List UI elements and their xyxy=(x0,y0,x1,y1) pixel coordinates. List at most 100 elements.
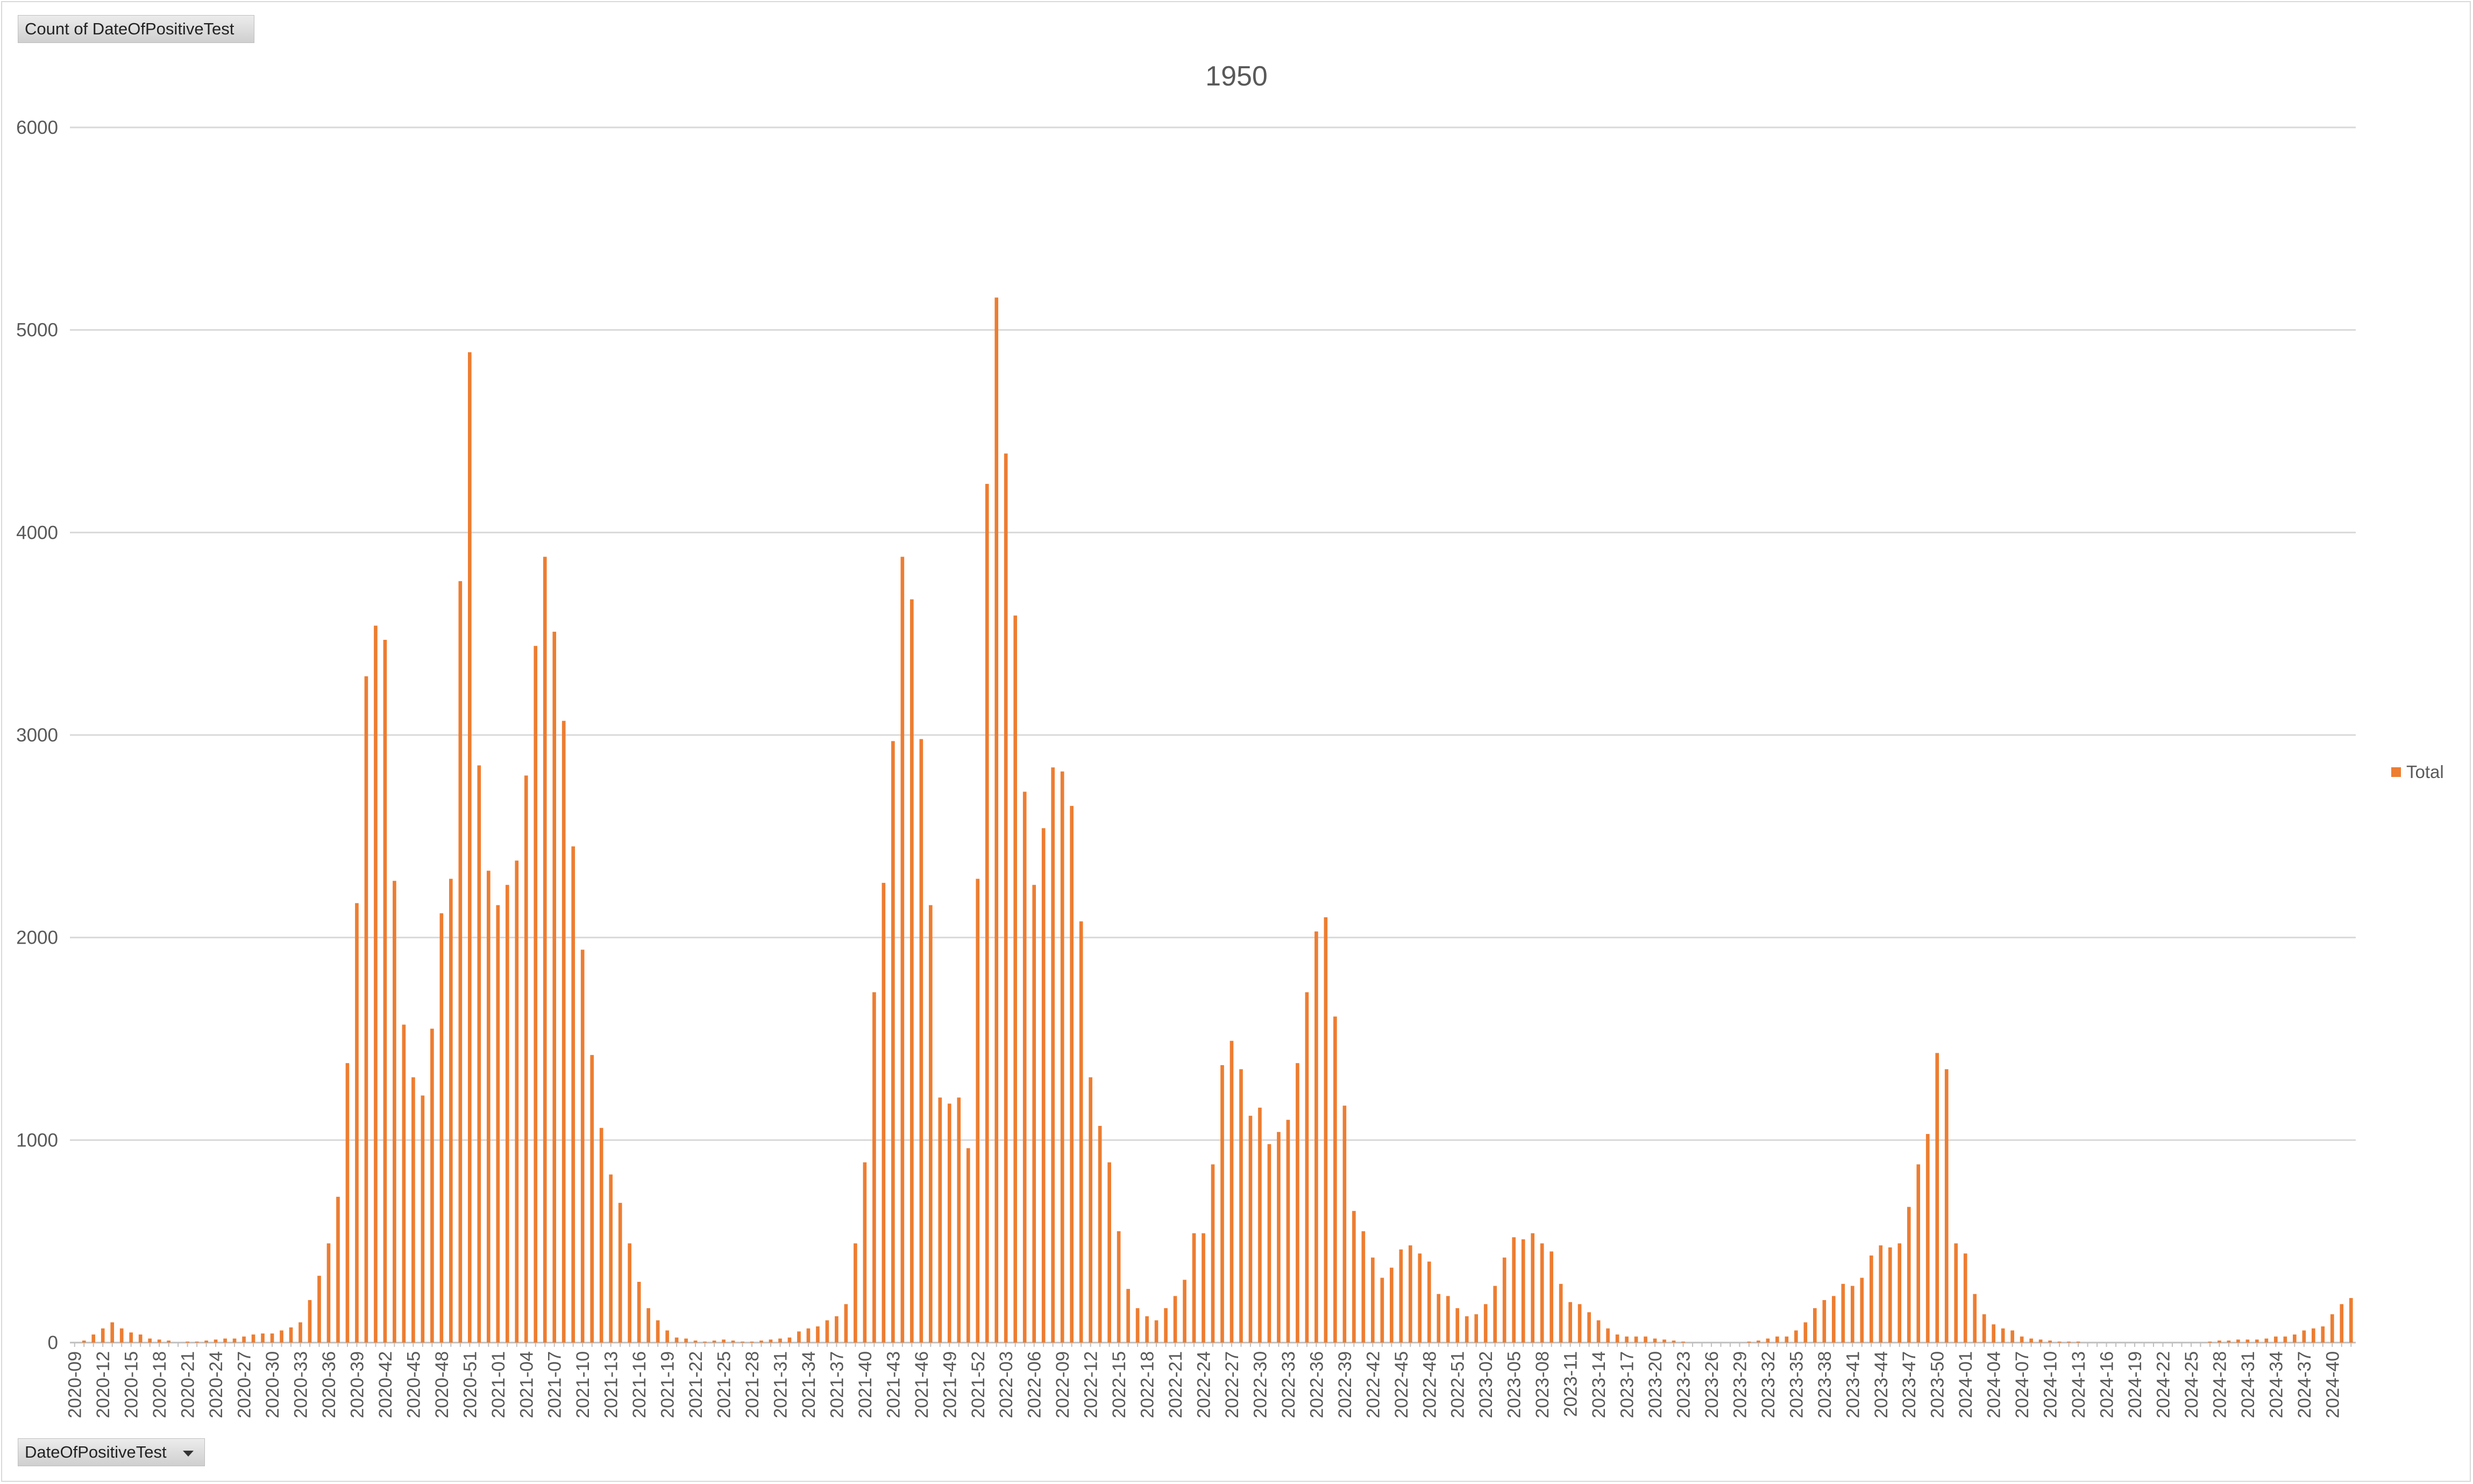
bar xyxy=(439,913,444,1343)
x-tick-label: 2022-15 xyxy=(1109,1351,1129,1418)
bar xyxy=(1766,1338,1770,1343)
bar xyxy=(2057,1342,2062,1343)
bar xyxy=(82,1340,86,1343)
x-tick-label: 2023-29 xyxy=(1730,1351,1750,1418)
bar xyxy=(223,1338,227,1343)
bar xyxy=(1305,992,1309,1343)
bar xyxy=(2302,1330,2306,1343)
bar xyxy=(1361,1231,1366,1343)
x-tick-label: 2024-34 xyxy=(2266,1351,2286,1418)
x-axis-ticks: 2020-09 2020-12 2020-15 2020-18 2020-21 2020-… xyxy=(65,1343,2352,1418)
x-tick-label: 2020-21 xyxy=(178,1351,198,1418)
bar xyxy=(976,879,980,1343)
bar xyxy=(2311,1328,2315,1343)
bar xyxy=(1982,1314,1986,1343)
bar xyxy=(1925,1134,1930,1343)
x-tick-label: 2021-43 xyxy=(883,1351,904,1418)
bar xyxy=(674,1337,679,1343)
x-tick-label: 2024-01 xyxy=(1956,1351,1976,1418)
bar xyxy=(891,741,895,1343)
bar xyxy=(467,352,472,1343)
bar xyxy=(1512,1237,1516,1343)
x-tick-label: 2023-02 xyxy=(1476,1351,1496,1418)
bar xyxy=(1098,1125,1102,1343)
x-tick-label: 2022-18 xyxy=(1138,1351,1158,1418)
x-tick-label: 2023-50 xyxy=(1928,1351,1948,1418)
x-tick-label: 2024-13 xyxy=(2069,1351,2089,1418)
bar xyxy=(1248,1116,1253,1343)
bar xyxy=(1418,1253,1422,1343)
bar xyxy=(1296,1063,1299,1343)
legend-swatch xyxy=(2391,767,2401,777)
x-tick-label: 2022-33 xyxy=(1278,1351,1299,1418)
bar xyxy=(317,1275,321,1343)
bar xyxy=(1540,1243,1544,1343)
bar xyxy=(1653,1338,1657,1343)
bar xyxy=(477,765,481,1343)
bar xyxy=(2340,1304,2344,1343)
bar xyxy=(1230,1040,1234,1343)
value-field-button[interactable]: Count of DateOfPositiveTest xyxy=(18,15,254,43)
bar xyxy=(966,1148,970,1343)
x-tick-label: 2023-08 xyxy=(1532,1351,1553,1418)
x-tick-label: 2022-42 xyxy=(1363,1351,1383,1418)
bar xyxy=(204,1340,208,1343)
x-tick-label: 2022-06 xyxy=(1025,1351,1045,1418)
bar xyxy=(232,1338,237,1343)
bar xyxy=(1879,1245,1883,1343)
bar xyxy=(1568,1302,1572,1343)
bar xyxy=(355,903,359,1343)
bar xyxy=(1022,791,1027,1343)
bar xyxy=(2067,1342,2071,1343)
x-tick-label: 2021-04 xyxy=(516,1351,537,1418)
bar xyxy=(496,905,500,1343)
bar xyxy=(590,1055,594,1343)
bar xyxy=(1662,1339,1666,1343)
bar xyxy=(1992,1324,1995,1343)
bar xyxy=(280,1330,283,1343)
bar xyxy=(1437,1294,1441,1343)
bar xyxy=(1775,1336,1779,1343)
bar xyxy=(308,1300,312,1343)
bar xyxy=(1531,1233,1534,1343)
x-tick-label: 2023-17 xyxy=(1617,1351,1638,1418)
bar xyxy=(1672,1340,1676,1343)
y-axis-ticks: 0 1000 2000 3000 4000 5000 6000 xyxy=(16,117,58,1353)
bar xyxy=(1267,1144,1271,1343)
x-tick-label: 2024-37 xyxy=(2294,1351,2315,1418)
x-tick-label: 2024-22 xyxy=(2153,1351,2173,1418)
axis-field-button[interactable]: DateOfPositiveTest xyxy=(18,1438,205,1466)
bar xyxy=(1747,1342,1751,1343)
x-tick-label: 2021-10 xyxy=(573,1351,593,1418)
x-tick-label: 2021-37 xyxy=(827,1351,847,1418)
bar xyxy=(1211,1164,1215,1343)
bar xyxy=(101,1328,105,1343)
bar xyxy=(138,1334,143,1343)
bars xyxy=(82,297,2353,1343)
bar xyxy=(854,1243,857,1343)
bar xyxy=(421,1095,425,1343)
bar xyxy=(882,882,886,1343)
bar xyxy=(2236,1339,2240,1343)
bar xyxy=(562,720,566,1343)
x-tick-label: 2024-07 xyxy=(2012,1351,2033,1418)
bar xyxy=(985,483,989,1343)
bar xyxy=(157,1339,161,1343)
x-tick-label: 2022-21 xyxy=(1166,1351,1186,1418)
bar xyxy=(1465,1316,1469,1343)
x-tick-label: 2022-48 xyxy=(1419,1351,1440,1418)
bar xyxy=(684,1338,688,1343)
bar xyxy=(2048,1340,2052,1343)
dropdown-arrow-icon[interactable] xyxy=(183,1451,194,1457)
bar xyxy=(251,1334,255,1343)
bar xyxy=(778,1338,782,1343)
bar xyxy=(1935,1053,1939,1343)
x-tick-label: 2020-15 xyxy=(122,1351,142,1418)
bar xyxy=(1126,1289,1130,1343)
bar xyxy=(261,1333,265,1343)
bar xyxy=(2010,1330,2014,1343)
x-tick-label: 2023-14 xyxy=(1589,1351,1609,1418)
bar xyxy=(1079,921,1083,1343)
